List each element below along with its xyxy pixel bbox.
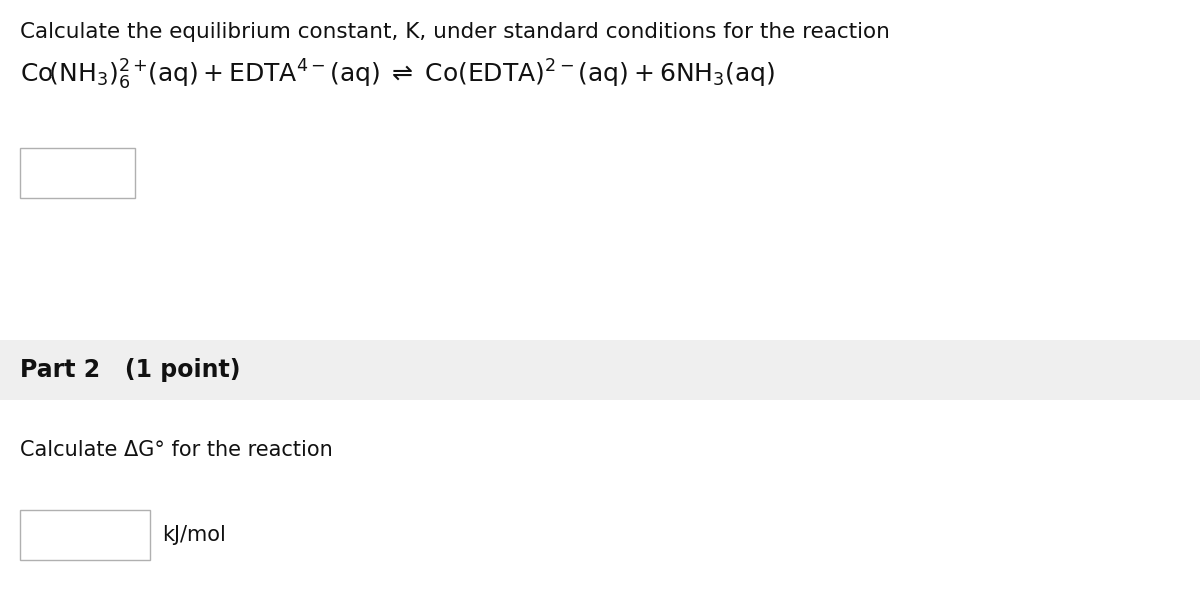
Text: kJ/mol: kJ/mol [162,525,226,545]
Bar [0,340,1200,400]
Bar [20,510,150,560]
Text: Calculate the equilibrium constant, K, under standard conditions for the reactio: Calculate the equilibrium constant, K, u… [20,22,890,42]
Text: Part 2   (1 point): Part 2 (1 point) [20,358,240,382]
Bar [20,148,134,198]
Text: $\mathrm{Co\!\left(NH_3\right)_6^{2+}\!(aq) + EDTA^{4-}(aq)\;\rightleftharpoons\: $\mathrm{Co\!\left(NH_3\right)_6^{2+}\!(… [20,58,775,92]
Text: Calculate ΔG° for the reaction: Calculate ΔG° for the reaction [20,440,332,460]
